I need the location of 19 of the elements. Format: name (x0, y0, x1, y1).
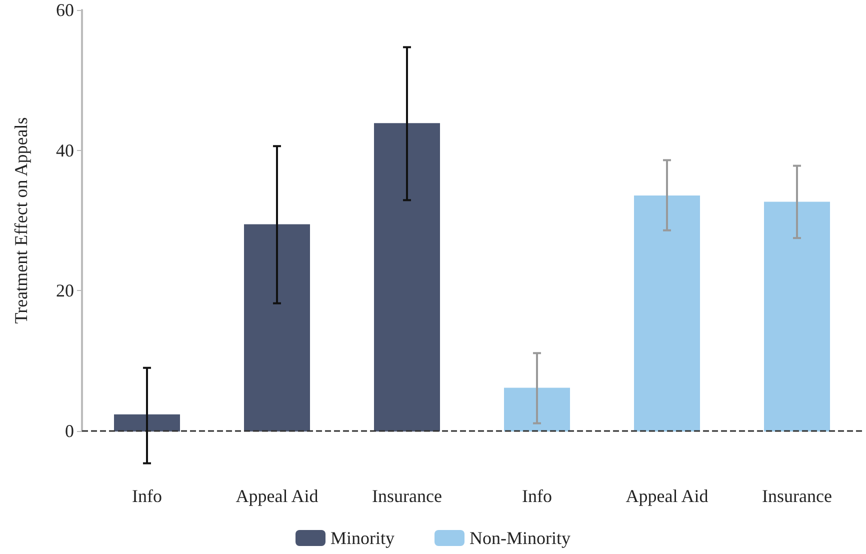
x-tick-label: Info (132, 486, 162, 506)
bar (114, 414, 180, 432)
legend-label: Non-Minority (470, 528, 571, 548)
y-tick-label: 40 (56, 140, 74, 160)
bar (634, 195, 700, 432)
y-axis-title: Treatment Effect on Appeals (11, 117, 31, 324)
x-tick-label: Appeal Aid (236, 486, 318, 506)
bar (764, 202, 830, 432)
bar (244, 224, 310, 432)
x-tick-label: Info (522, 486, 552, 506)
x-tick-label: Appeal Aid (626, 486, 708, 506)
y-tick-label: 60 (56, 0, 74, 20)
bar (504, 388, 570, 432)
y-tick-label: 0 (65, 421, 74, 441)
legend-label: Minority (330, 528, 395, 548)
x-tick-label: Insurance (762, 486, 832, 506)
bar (374, 123, 440, 432)
y-tick-label: 20 (56, 280, 74, 301)
x-tick-label: Insurance (372, 486, 442, 506)
